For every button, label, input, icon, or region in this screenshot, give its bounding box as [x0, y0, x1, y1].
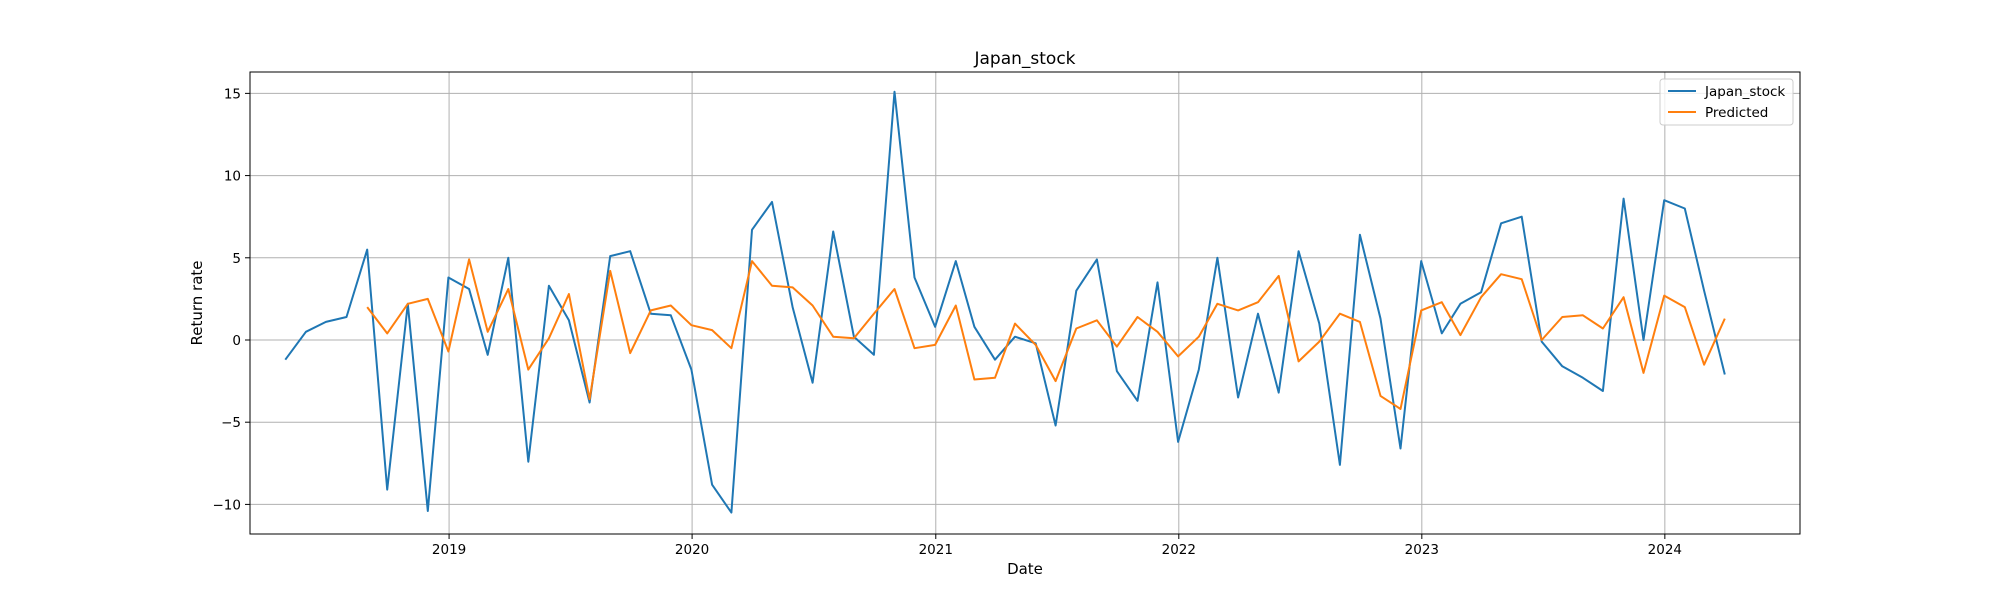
series-lines	[284, 90, 1726, 514]
y-tick-label: 5	[232, 251, 241, 267]
legend: Japan_stock Predicted	[1659, 78, 1794, 126]
x-tick-label: 2023	[1405, 542, 1439, 558]
y-axis-ticks: 15 10 5 0 −5 −10	[213, 86, 250, 513]
x-gridlines	[448, 72, 1666, 534]
legend-label-predicted: Predicted	[1705, 105, 1768, 121]
y-tick-label: −10	[213, 497, 242, 513]
x-axis-label: Date	[1007, 560, 1043, 578]
x-tick-label: 2022	[1162, 542, 1196, 558]
plot-frame	[249, 71, 1801, 535]
y-tick-label: 0	[232, 333, 241, 349]
chart-title: Japan_stock	[973, 49, 1075, 69]
x-axis-ticks: 2019 2020 2021 2022 2023 2024	[432, 534, 1682, 558]
x-tick-label: 2019	[432, 542, 466, 558]
series-line-predicted	[366, 258, 1726, 410]
y-tick-label: 10	[224, 169, 241, 185]
x-tick-label: 2020	[675, 542, 709, 558]
x-tick-label: 2024	[1648, 542, 1682, 558]
y-axis-label: Return rate	[188, 260, 206, 345]
y-tick-label: −5	[221, 415, 241, 431]
y-tick-label: 15	[224, 86, 241, 102]
x-tick-label: 2021	[919, 542, 953, 558]
plot-area-background	[250, 72, 1800, 534]
legend-label-japan-stock: Japan_stock	[1704, 84, 1785, 100]
